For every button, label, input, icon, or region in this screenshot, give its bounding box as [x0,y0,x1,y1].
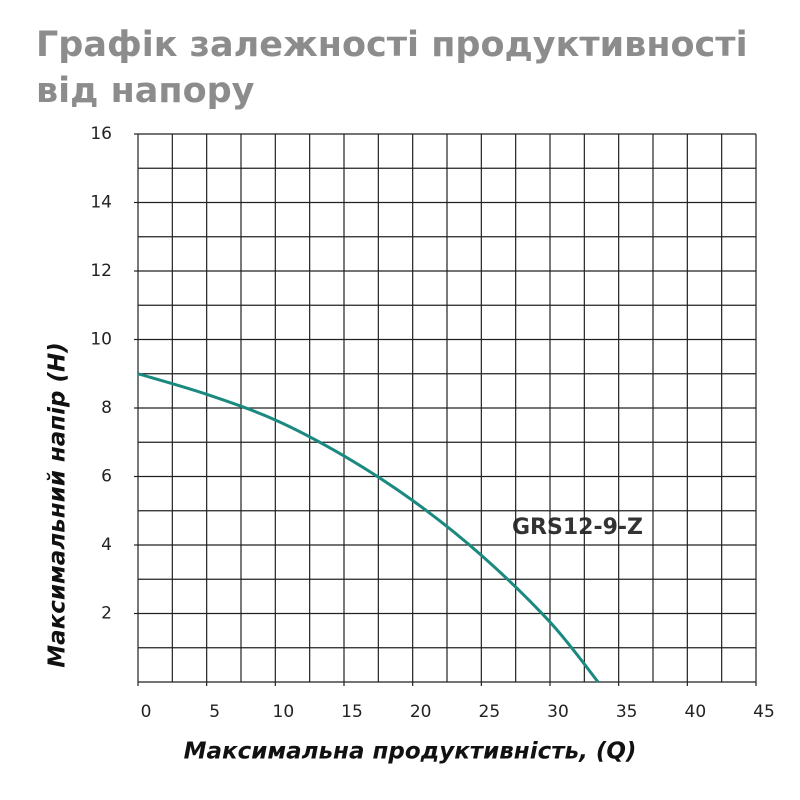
x-tick-label: 15 [341,702,363,722]
y-tick-label: 6 [101,467,112,487]
x-tick-label: 0 [141,702,152,722]
y-tick-label: 8 [101,398,112,418]
chart-title: Графік залежності продуктивності від нап… [36,25,748,111]
x-tick-label: 40 [685,702,707,722]
x-tick-label: 5 [209,702,220,722]
x-tick-label: 30 [547,702,569,722]
y-tick-label: 10 [90,330,112,350]
y-tick-label: 14 [90,193,112,213]
y-axis-label: Максимальний напір (H) [45,342,71,668]
x-tick-label: 10 [273,702,295,722]
x-tick-label: 45 [753,702,775,722]
y-tick-label: 12 [90,261,112,281]
y-tick-label: 4 [101,535,112,555]
x-tick-label: 20 [410,702,432,722]
x-tick-label: 25 [479,702,501,722]
y-tick-label: 16 [90,124,112,144]
y-tick-label: 2 [101,604,112,624]
data-line [137,372,600,683]
annotation: GRS12-9-Z [512,515,643,540]
x-tick-label: 35 [616,702,638,722]
x-axis-label: Максимальна продуктивність, (Q) [184,739,637,765]
